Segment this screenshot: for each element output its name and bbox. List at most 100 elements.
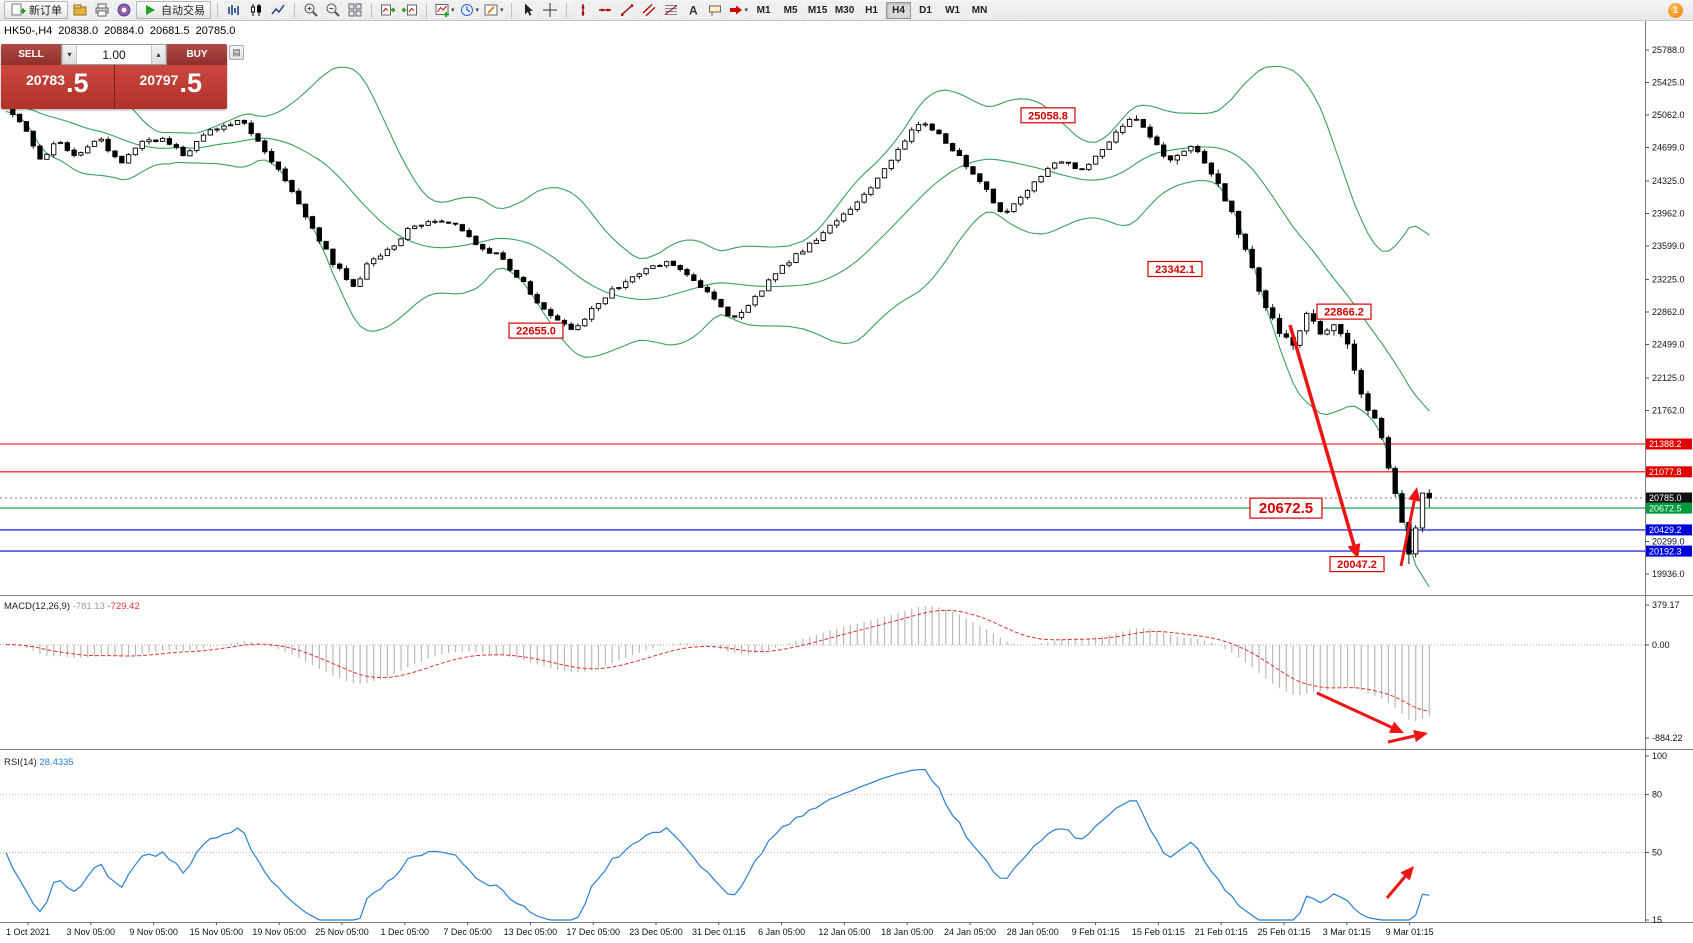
price-axis-label: 24699.0 <box>1652 143 1685 153</box>
tiles-icon <box>348 3 362 17</box>
timeframe-button-h4[interactable]: H4 <box>886 1 912 19</box>
timeframe-button-m15[interactable]: M15 <box>805 1 831 19</box>
chart-price-label-box[interactable] <box>1147 260 1203 278</box>
crosshair-tool-button[interactable] <box>539 1 560 19</box>
chart-shift-button[interactable] <box>400 1 420 19</box>
metaquotes-icon[interactable] <box>114 1 134 19</box>
trend-arrow[interactable] <box>1387 734 1415 744</box>
trend-arrow[interactable] <box>1399 500 1416 567</box>
print-icon[interactable] <box>92 1 112 19</box>
template-icon <box>484 4 498 16</box>
sell-button[interactable]: SELL <box>1 44 61 65</box>
fibonacci-tool-button[interactable] <box>660 1 681 19</box>
price-label-objects[interactable]: 25058.8 23342.1 22866.2 22655.0 20672.5 20047… <box>508 107 1385 573</box>
indicators-button[interactable]: ▾ <box>433 1 456 19</box>
chart-price-label-box[interactable] <box>1329 555 1385 573</box>
zoom-in-button[interactable] <box>301 1 321 19</box>
price-tag-text: 21388.2 <box>1649 439 1682 449</box>
time-axis-label: 31 Dec 01:15 <box>692 927 746 937</box>
trend-arrow[interactable] <box>1385 875 1407 899</box>
volume-increase-button[interactable]: ▴ <box>151 45 166 64</box>
tile-windows-button[interactable] <box>345 1 365 19</box>
cursor-tool-button[interactable] <box>517 1 538 19</box>
indicators-icon <box>435 4 449 18</box>
market-watch-icon[interactable] <box>70 1 90 19</box>
price-chart[interactable]: MACD(12,26,9) -781.13 -729.42 RSI(14) 28.… <box>0 21 1693 943</box>
auto-trading-button[interactable]: 自动交易 <box>136 1 211 19</box>
label-tool-button[interactable] <box>704 1 725 19</box>
timeframe-button-m1[interactable]: M1 <box>751 1 777 19</box>
buy-price[interactable]: 20797.5 <box>114 65 227 109</box>
chart-price-label-text: 22866.2 <box>1324 307 1364 319</box>
price-tag-text: 20672.5 <box>1649 503 1682 513</box>
horizontal-line-tool-button[interactable] <box>594 1 615 19</box>
bar-chart-button[interactable] <box>224 1 244 19</box>
time-axis[interactable]: 1 Oct 2021 3 Nov 05:00 9 Nov 05:00 15 Nov 0… <box>6 922 1434 937</box>
macd-axis-label: 379.17 <box>1652 600 1680 610</box>
zoom-out-button[interactable] <box>323 1 343 19</box>
time-axis-label: 13 Dec 05:00 <box>504 927 558 937</box>
price-axis-label: 25425.0 <box>1652 78 1685 88</box>
trend-arrow-head <box>1388 721 1404 733</box>
time-axis-label: 15 Feb 01:15 <box>1132 927 1185 937</box>
toolbar-separator <box>510 2 512 18</box>
timeframe-button-w1[interactable]: W1 <box>940 1 966 19</box>
auto-scroll-button[interactable] <box>378 1 398 19</box>
buy-button[interactable]: BUY <box>167 44 227 65</box>
trend-arrow-objects[interactable] <box>1288 324 1428 899</box>
chart-ohlc-header: HK50-,H4 20838.0 20884.0 20681.5 20785.0 <box>4 25 235 37</box>
buy-price-main: 20797 <box>139 72 179 88</box>
timeframe-button-h1[interactable]: H1 <box>859 1 885 19</box>
price-axis-label: 21762.0 <box>1652 406 1685 416</box>
chart-price-label-box[interactable] <box>1316 303 1372 320</box>
timeframe-button-m30[interactable]: M30 <box>832 1 858 19</box>
line-chart-button[interactable] <box>268 1 288 19</box>
notification-badge[interactable]: 1 <box>1668 2 1683 18</box>
timeframe-button-d1[interactable]: D1 <box>913 1 939 19</box>
horizontal-line-objects[interactable] <box>0 443 1645 552</box>
volume-input[interactable] <box>77 45 151 64</box>
timeframe-button-m5[interactable]: M5 <box>778 1 804 19</box>
trend-arrow[interactable] <box>1316 691 1393 729</box>
chevron-down-icon: ▾ <box>451 7 455 14</box>
bollinger-lower <box>5 110 1430 588</box>
label-icon <box>708 5 721 16</box>
time-axis-label: 3 Mar 01:15 <box>1323 927 1371 937</box>
bollinger-upper <box>5 65 1430 260</box>
time-axis-label: 25 Feb 01:15 <box>1257 927 1310 937</box>
text-tool-button[interactable]: A <box>682 1 703 19</box>
time-axis-label: 15 Nov 05:00 <box>190 927 244 937</box>
time-axis-label: 25 Nov 05:00 <box>315 927 369 937</box>
channel-tool-button[interactable] <box>638 1 659 19</box>
templates-button[interactable]: ▾ <box>482 1 505 19</box>
chart-price-label-text: 22655.0 <box>516 326 556 338</box>
chart-area: MACD(12,26,9) -781.13 -729.42 RSI(14) 28.… <box>0 21 1693 943</box>
arrows-tool-button[interactable]: ▾ <box>726 1 750 19</box>
chart-shift-icon <box>402 4 417 16</box>
trend-arrow[interactable] <box>1288 324 1356 546</box>
chart-price-label-box[interactable] <box>1249 497 1323 519</box>
price-axis-label: 24325.0 <box>1652 176 1685 186</box>
price-tag-text: 20429.2 <box>1649 525 1682 535</box>
trendline-tool-button[interactable] <box>616 1 637 19</box>
symbol-period-label: HK50-,H4 <box>4 25 53 37</box>
fibo-icon <box>664 5 677 15</box>
price-tag-21388.2 <box>1646 438 1692 450</box>
time-axis-label: 9 Feb 01:15 <box>1072 927 1120 937</box>
price-tag-text: 20192.3 <box>1649 546 1682 556</box>
new-order-button[interactable]: 新订单 <box>4 1 68 19</box>
timeframe-button-mn[interactable]: MN <box>967 1 993 19</box>
one-click-menu-button[interactable]: ▤ <box>229 45 244 60</box>
toolbar-separator <box>294 2 295 18</box>
chart-price-label-box[interactable] <box>508 322 564 339</box>
sell-price[interactable]: 20783.5 <box>1 65 115 109</box>
volume-decrease-button[interactable]: ▾ <box>62 45 77 64</box>
price-axis[interactable]: 25788.0 25425.0 25062.0 24699.0 24325.0 23962… <box>1645 45 1692 925</box>
vertical-line-tool-button[interactable] <box>572 1 593 19</box>
time-axis-label: 7 Dec 05:00 <box>443 927 492 937</box>
periods-button[interactable]: ▾ <box>457 1 481 19</box>
candlestick-chart-button[interactable] <box>246 1 266 19</box>
gold-box-icon <box>73 4 87 16</box>
chart-price-label-box[interactable] <box>1020 107 1076 124</box>
